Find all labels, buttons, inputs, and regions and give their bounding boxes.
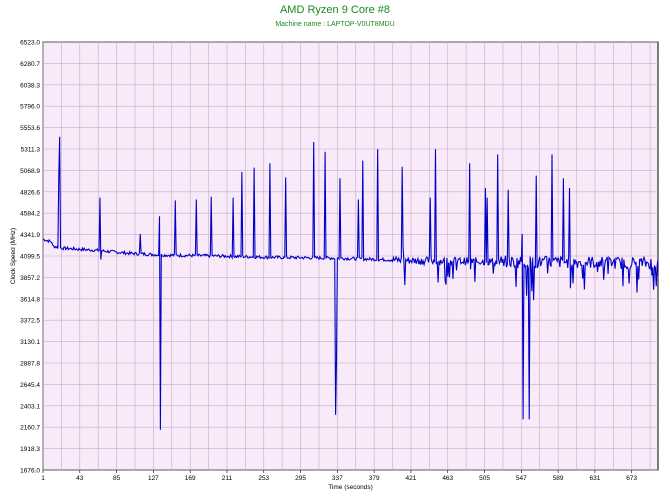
x-tick-label: 169 — [185, 475, 196, 482]
x-tick-label: 379 — [369, 475, 380, 482]
x-tick-label: 421 — [406, 475, 417, 482]
x-tick-label: 547 — [516, 475, 527, 482]
y-tick-label: 1918.3 — [20, 446, 40, 453]
x-tick-label: 589 — [553, 475, 564, 482]
y-tick-label: 4584.2 — [20, 211, 40, 218]
chart-subtitle: Machine name : LAPTOP-V0UT8MDU — [275, 21, 395, 28]
y-tick-label: 4341.9 — [20, 232, 40, 239]
x-tick-label: 337 — [332, 475, 343, 482]
y-tick-label: 2645.4 — [20, 382, 40, 389]
x-tick-label: 43 — [76, 475, 84, 482]
y-tick-label: 3857.2 — [20, 275, 40, 282]
y-tick-label: 4099.5 — [20, 254, 40, 261]
x-tick-label: 253 — [258, 475, 269, 482]
x-tick-label: 85 — [113, 475, 121, 482]
x-tick-label: 211 — [222, 475, 233, 482]
y-tick-label: 5796.0 — [20, 104, 40, 111]
x-axis-label: Time (seconds) — [328, 484, 373, 491]
y-tick-label: 6523.0 — [20, 40, 40, 47]
y-tick-label: 2403.1 — [20, 403, 40, 410]
y-tick-label: 1676.0 — [20, 468, 40, 475]
x-tick-label: 631 — [589, 475, 600, 482]
x-tick-label: 1 — [41, 475, 45, 482]
y-tick-label: 4826.6 — [20, 189, 40, 196]
y-tick-label: 6280.7 — [20, 61, 40, 68]
y-tick-label: 5553.6 — [20, 125, 40, 132]
x-tick-label: 463 — [442, 475, 453, 482]
x-tick-label: 505 — [479, 475, 490, 482]
y-tick-label: 5311.3 — [21, 146, 41, 153]
x-tick-label: 673 — [626, 475, 637, 482]
y-tick-label: 3372.5 — [20, 318, 40, 325]
chart-title: AMD Ryzen 9 Core #8 — [279, 4, 391, 16]
series-line-clock-speed — [42, 136, 659, 430]
x-tick-label: 127 — [148, 475, 159, 482]
y-tick-label: 2160.7 — [20, 425, 40, 432]
x-tick-label: 295 — [295, 475, 306, 482]
y-tick-label: 6038.3 — [20, 82, 40, 89]
y-tick-label: 3130.1 — [20, 339, 40, 346]
y-tick-label: 2887.8 — [20, 360, 40, 367]
y-axis-label: Clock Speed (MHz) — [10, 228, 17, 284]
y-tick-label: 3614.8 — [20, 296, 40, 303]
y-tick-label: 5068.9 — [20, 168, 40, 175]
